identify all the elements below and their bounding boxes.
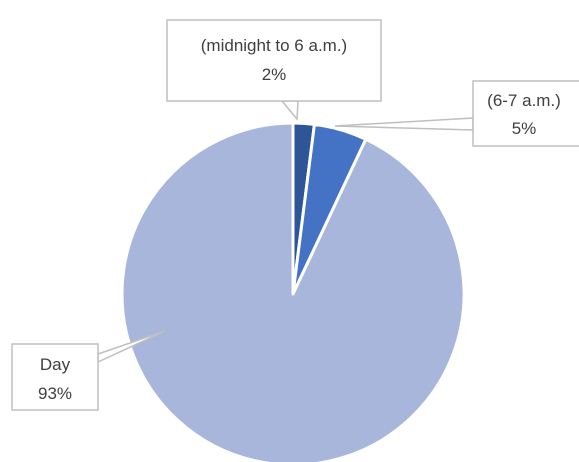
callout-day-category: Day bbox=[40, 355, 71, 374]
callout-midnight-box bbox=[166, 19, 382, 102]
pie-slices bbox=[120, 121, 466, 462]
callout-day-value: 93% bbox=[38, 384, 72, 403]
callout-day-box bbox=[11, 343, 99, 411]
callout-midnight-value: 2% bbox=[262, 65, 287, 84]
callout-midnight: (midnight to 6 a.m.) 2% bbox=[166, 19, 382, 121]
callout-6-7am: (6-7 a.m.) 5% bbox=[334, 80, 579, 147]
callout-day: Day 93% bbox=[11, 330, 166, 411]
pie-slice-2 bbox=[120, 121, 466, 462]
callout-6-7am-category: (6-7 a.m.) bbox=[487, 91, 561, 110]
callout-6-7am-value: 5% bbox=[512, 119, 537, 138]
callout-6-7am-box bbox=[472, 80, 579, 147]
callout-6-7am-pointer bbox=[334, 117, 474, 131]
callout-midnight-category: (midnight to 6 a.m.) bbox=[201, 36, 347, 55]
callout-midnight-pointer bbox=[280, 100, 299, 121]
